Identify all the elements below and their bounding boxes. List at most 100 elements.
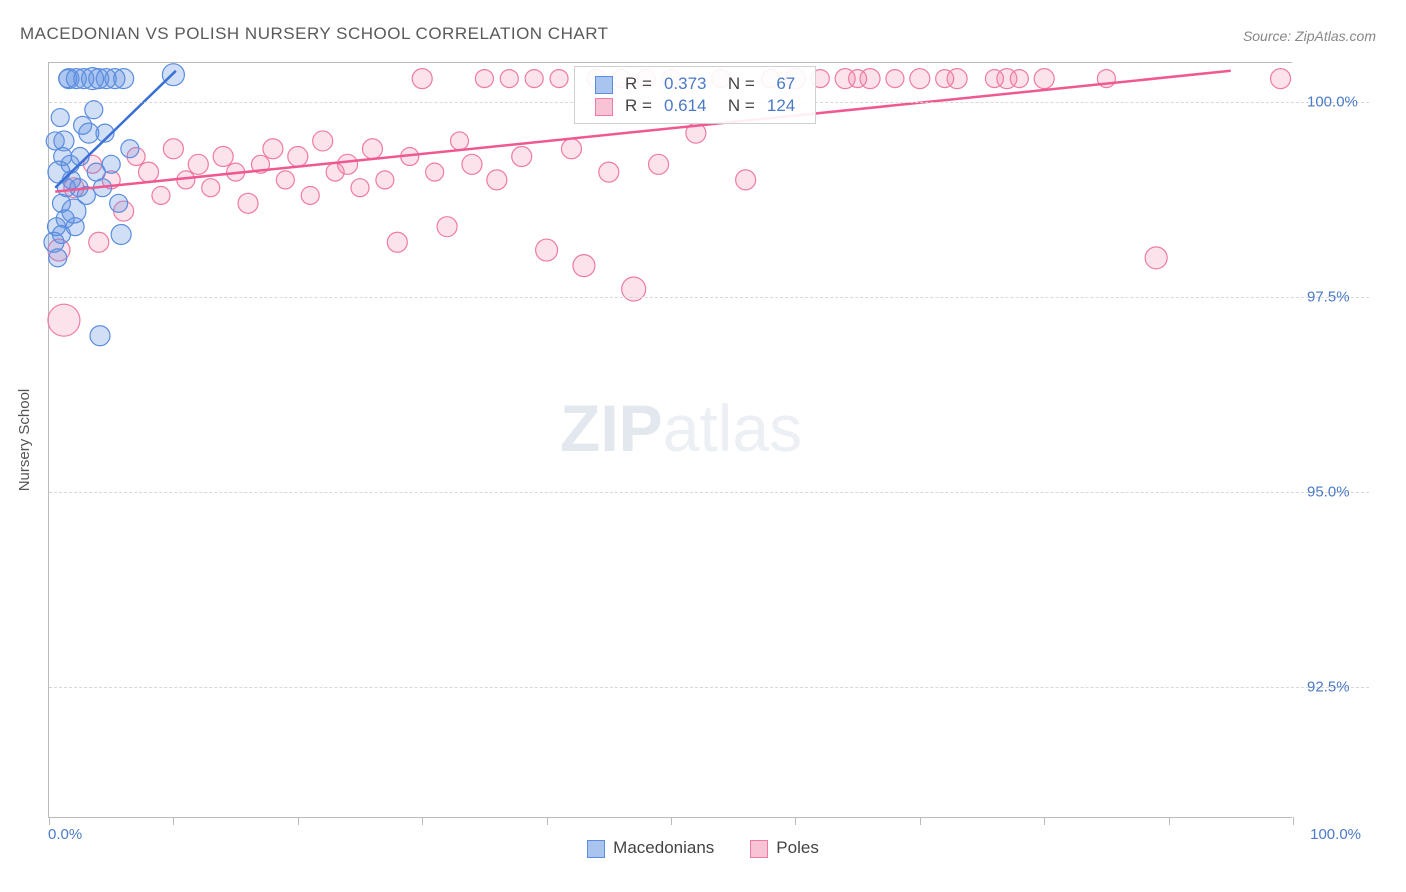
scatter-point	[525, 70, 543, 88]
x-tick	[422, 817, 423, 825]
x-tick	[795, 817, 796, 825]
y-tick-label: 92.5%	[1307, 678, 1350, 695]
scatter-point	[213, 147, 233, 167]
scatter-point	[1145, 247, 1167, 269]
legend-bottom-item: Macedonians	[587, 838, 714, 857]
legend-bottom-item: Poles	[750, 838, 819, 857]
scatter-point	[451, 132, 469, 150]
gridline	[49, 492, 1369, 493]
legend-bottom-label: Poles	[776, 838, 819, 857]
scatter-point	[51, 109, 69, 127]
scatter-point	[561, 139, 581, 159]
y-tick-label: 100.0%	[1307, 93, 1358, 110]
legend-n-label: N =	[712, 95, 760, 117]
scatter-point	[886, 70, 904, 88]
x-tick	[173, 817, 174, 825]
scatter-point	[1271, 69, 1291, 89]
scatter-point	[412, 69, 432, 89]
gridline	[49, 297, 1369, 298]
legend-swatch	[595, 76, 613, 94]
legend-r-value: 0.373	[658, 73, 713, 95]
legend-stats-row: R =0.614 N =124	[589, 95, 801, 117]
x-tick-label-max: 100.0%	[1310, 826, 1361, 843]
scatter-point	[573, 255, 595, 277]
scatter-point	[351, 179, 369, 197]
scatter-point	[288, 147, 308, 167]
y-tick-label: 95.0%	[1307, 483, 1350, 500]
y-tick-label: 97.5%	[1307, 288, 1350, 305]
scatter-point	[90, 326, 110, 346]
scatter-point	[387, 232, 407, 252]
legend-stats: R =0.373 N =67R =0.614 N =124	[574, 66, 816, 124]
scatter-point	[910, 69, 930, 89]
x-tick	[1293, 817, 1294, 825]
legend-swatch	[595, 98, 613, 116]
scatter-point	[102, 155, 120, 173]
scatter-point	[66, 218, 84, 236]
scatter-point	[475, 70, 493, 88]
y-axis-label: Nursery School	[16, 389, 33, 492]
legend-r-value: 0.614	[658, 95, 713, 117]
legend-stats-table: R =0.373 N =67R =0.614 N =124	[589, 73, 801, 117]
scatter-point	[860, 69, 880, 89]
legend-bottom-label: Macedonians	[613, 838, 714, 857]
scatter-point	[649, 154, 669, 174]
scatter-point	[1034, 69, 1054, 89]
legend-n-value: 124	[761, 95, 801, 117]
scatter-point	[512, 147, 532, 167]
scatter-point	[74, 116, 92, 134]
x-tick	[1044, 817, 1045, 825]
scatter-point	[1010, 70, 1028, 88]
scatter-point	[599, 162, 619, 182]
scatter-point	[376, 171, 394, 189]
scatter-svg	[49, 63, 1292, 817]
scatter-point	[362, 139, 382, 159]
legend-stats-row: R =0.373 N =67	[589, 73, 801, 95]
scatter-point	[111, 224, 131, 244]
legend-r-label: R =	[619, 73, 658, 95]
scatter-point	[276, 171, 294, 189]
scatter-point	[500, 70, 518, 88]
scatter-point	[301, 186, 319, 204]
chart-title: MACEDONIAN VS POLISH NURSERY SCHOOL CORR…	[20, 24, 609, 44]
x-tick	[547, 817, 548, 825]
scatter-point	[89, 232, 109, 252]
legend-n-value: 67	[761, 73, 801, 95]
scatter-point	[202, 179, 220, 197]
scatter-point	[487, 170, 507, 190]
legend-n-label: N =	[712, 73, 760, 95]
scatter-point	[313, 131, 333, 151]
legend-bottom: Macedonians Poles	[0, 838, 1406, 858]
scatter-point	[426, 163, 444, 181]
x-tick	[671, 817, 672, 825]
scatter-point	[139, 162, 159, 182]
scatter-point	[947, 69, 967, 89]
x-tick	[1169, 817, 1170, 825]
scatter-point	[338, 154, 358, 174]
legend-r-label: R =	[619, 95, 658, 117]
scatter-point	[121, 140, 139, 158]
scatter-point	[437, 217, 457, 237]
scatter-point	[85, 101, 103, 119]
plot-area: 92.5%95.0%97.5%100.0%	[48, 62, 1292, 818]
x-tick	[920, 817, 921, 825]
x-tick-label-min: 0.0%	[48, 826, 82, 843]
scatter-point	[188, 154, 208, 174]
scatter-point	[163, 139, 183, 159]
scatter-point	[550, 70, 568, 88]
scatter-point	[48, 304, 80, 336]
scatter-point	[114, 69, 134, 89]
legend-swatch	[587, 840, 605, 858]
source-attribution: Source: ZipAtlas.com	[1243, 28, 1376, 44]
scatter-point	[263, 139, 283, 159]
scatter-point	[110, 194, 128, 212]
x-tick	[49, 817, 50, 825]
scatter-point	[462, 154, 482, 174]
scatter-point	[536, 239, 558, 261]
scatter-point	[59, 70, 77, 88]
scatter-point	[46, 132, 64, 150]
scatter-point	[238, 193, 258, 213]
x-tick	[298, 817, 299, 825]
scatter-point	[49, 249, 67, 267]
scatter-point	[152, 186, 170, 204]
